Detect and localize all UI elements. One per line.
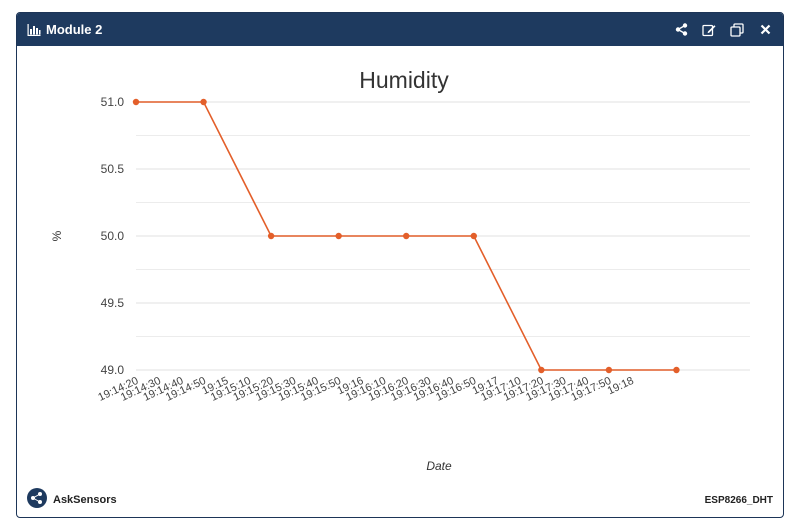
y-tick-label: 49.0 (101, 363, 125, 377)
header-actions (673, 22, 773, 38)
data-point[interactable] (132, 98, 140, 106)
y-tick-label: 50.0 (101, 229, 125, 243)
data-point[interactable] (267, 232, 275, 240)
data-point[interactable] (470, 232, 477, 240)
x-axis-label: Date (426, 459, 452, 473)
panel-footer: AskSensors ESP8266_DHT (17, 483, 783, 517)
data-point[interactable] (605, 366, 613, 374)
edit-icon[interactable] (701, 22, 717, 38)
x-tick-labels: 19:14:2019:14:3019:14:4019:14:5019:1519:… (96, 375, 635, 404)
y-axis-label: % (50, 230, 64, 241)
copy-icon[interactable] (729, 22, 745, 38)
x-tick-label: 19:18 (606, 375, 636, 398)
device-name: ESP8266_DHT (704, 494, 773, 506)
data-point[interactable] (538, 366, 545, 374)
y-tick-labels: 51.0 50.5 50.0 49.5 49.0 (101, 95, 125, 377)
y-tick-label: 51.0 (101, 95, 125, 109)
chart-svg: Humidity 51.0 50.5 50.0 49.5 49.0 19:14:2019… (50, 67, 750, 473)
y-tick-label: 50.5 (101, 162, 125, 176)
y-tick-label: 49.5 (101, 296, 125, 310)
series-humidity (132, 98, 680, 374)
data-point[interactable] (403, 232, 410, 240)
module-panel: Module 2 (16, 12, 784, 518)
share-icon[interactable] (673, 22, 689, 38)
data-point[interactable] (335, 232, 342, 240)
brand: AskSensors (27, 487, 117, 513)
panel-title: Module 2 (46, 22, 103, 37)
bar-chart-icon (27, 23, 41, 37)
data-point[interactable] (200, 98, 207, 106)
brand-label: AskSensors (53, 494, 117, 506)
chart-title: Humidity (359, 67, 449, 93)
close-icon[interactable] (757, 22, 773, 38)
humidity-chart: Humidity 51.0 50.5 50.0 49.5 49.0 19:14:20 19… (17, 46, 783, 486)
panel-header: Module 2 (17, 13, 783, 46)
chart-grid (136, 101, 750, 371)
data-point[interactable] (673, 366, 680, 374)
asksensors-logo-icon (27, 487, 47, 513)
